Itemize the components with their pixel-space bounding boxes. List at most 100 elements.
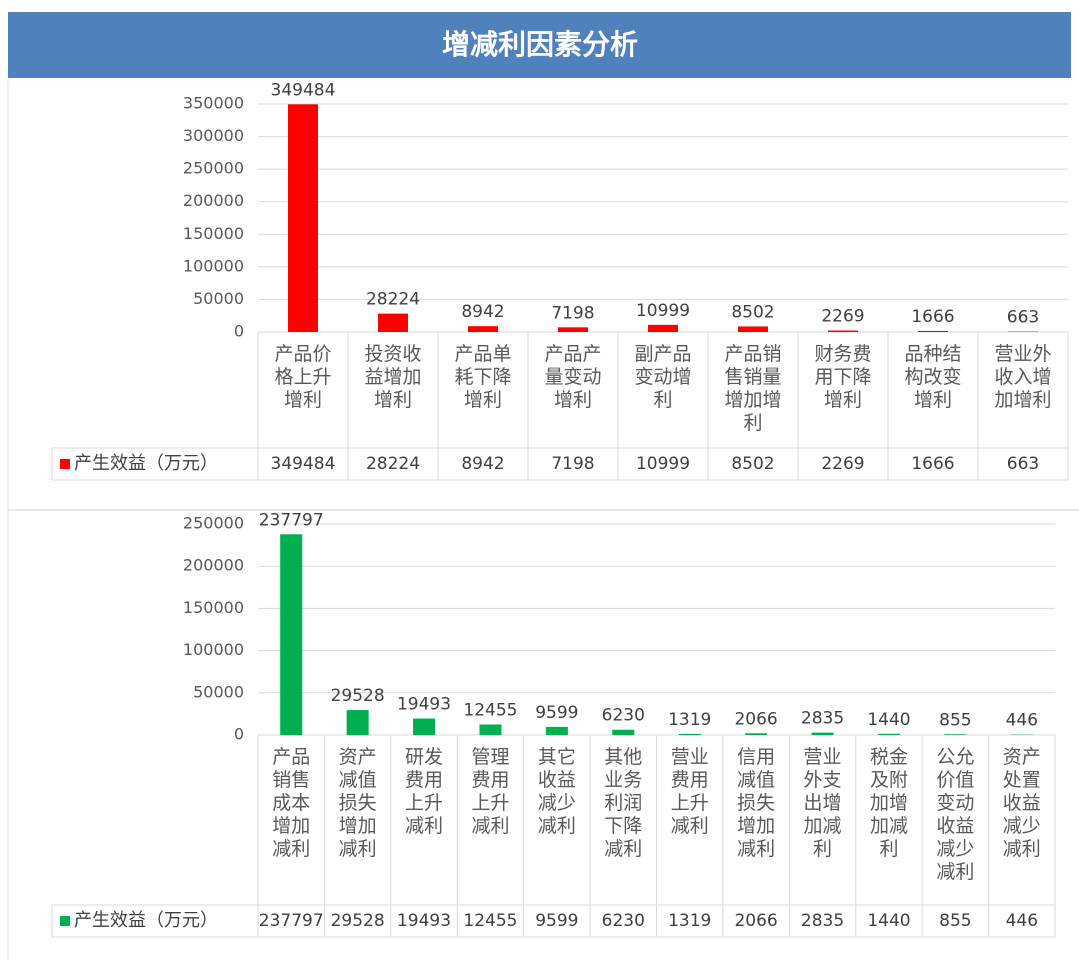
y-tick-label: 50000: [193, 289, 244, 308]
table-value: 2269: [821, 454, 864, 474]
data-label: 237797: [259, 510, 324, 530]
table-value: 2835: [801, 911, 844, 931]
data-label: 446: [1006, 711, 1038, 731]
bar: [944, 734, 967, 735]
y-tick-label: 250000: [183, 159, 244, 178]
table-value: 349484: [271, 454, 336, 474]
x-tick-label: 资产处置收益减少减利: [1003, 746, 1041, 860]
legend-swatch: [60, 459, 70, 469]
data-label: 2066: [734, 709, 777, 729]
x-tick-label: 税金及附加增加减利: [870, 746, 908, 860]
table-value: 12455: [463, 911, 517, 931]
x-tick-label: 产品销售销量增加增利: [724, 343, 781, 434]
x-tick-label: 财务费用下降增利: [814, 343, 871, 411]
data-label: 8942: [461, 302, 504, 322]
table-value: 1666: [911, 454, 954, 474]
bar: [738, 326, 768, 332]
page-title: 增减利因素分析: [442, 28, 638, 61]
y-tick-label: 50000: [193, 682, 244, 701]
y-tick-label: 150000: [183, 224, 244, 243]
x-tick-label: 营业外收入增加增利: [994, 343, 1051, 411]
bar: [918, 330, 948, 332]
data-label: 1319: [668, 710, 711, 730]
x-tick-label: 资产减值损失增加减利: [339, 746, 377, 860]
bar: [378, 313, 408, 332]
x-tick-label: 产品价格上升增利: [274, 343, 331, 411]
data-label: 2835: [801, 709, 844, 729]
table-value: 19493: [397, 911, 451, 931]
data-label: 29528: [331, 686, 385, 706]
y-tick-label: 150000: [183, 598, 244, 617]
bar: [811, 732, 834, 735]
y-tick-label: 250000: [183, 514, 244, 533]
data-label: 1666: [911, 307, 954, 327]
bar: [877, 733, 900, 735]
x-tick-label: 管理费用上升减利: [471, 746, 509, 837]
bar: [828, 330, 858, 332]
y-tick-label: 350000: [183, 94, 244, 113]
x-tick-label: 产品销售成本增加减利: [272, 746, 310, 860]
x-tick-label: 副产品变动增利: [634, 343, 691, 411]
legend-label: 产生效益（万元）: [74, 453, 218, 474]
data-label: 28224: [366, 290, 420, 310]
bar: [558, 327, 588, 332]
table-value: 663: [1007, 454, 1039, 474]
table-value: 29528: [331, 911, 385, 931]
bar: [678, 733, 701, 735]
x-tick-label: 产品单耗下降增利: [454, 343, 511, 411]
x-tick-label: 研发费用上升减利: [405, 746, 443, 837]
x-tick-label: 投资收益增加增利: [364, 343, 421, 411]
data-label: 10999: [636, 301, 690, 321]
data-label: 1440: [867, 710, 910, 730]
bar: [545, 726, 568, 735]
table-value: 1440: [867, 911, 910, 931]
data-label: 12455: [463, 700, 517, 720]
x-tick-label: 其他业务利润下降减利: [604, 746, 642, 860]
x-tick-label: 营业费用上升减利: [671, 746, 709, 837]
bar: [468, 326, 498, 332]
header-bar: [8, 12, 1071, 78]
data-label: 7198: [551, 303, 594, 323]
data-label: 663: [1007, 308, 1039, 328]
bar: [745, 733, 768, 735]
y-tick-label: 100000: [183, 256, 244, 275]
x-tick-label: 营业外支出增加减利: [804, 746, 842, 860]
data-label: 8502: [731, 302, 774, 322]
bar: [280, 534, 303, 735]
bar: [479, 724, 502, 735]
table-value: 1319: [668, 911, 711, 931]
x-tick-label: 公允价值变动收益减少减利: [936, 746, 974, 883]
y-tick-label: 200000: [183, 556, 244, 575]
legend-swatch: [60, 916, 70, 926]
table-value: 6230: [602, 911, 645, 931]
table-value: 8502: [731, 454, 774, 474]
table-value: 2066: [734, 911, 777, 931]
x-tick-label: 其它收益减少减利: [538, 746, 576, 837]
bar: [413, 718, 436, 735]
bar: [288, 104, 318, 332]
y-tick-label: 0: [234, 322, 244, 341]
data-label: 2269: [821, 307, 864, 327]
x-tick-label: 信用减值损失增加减利: [737, 746, 775, 860]
table-value: 446: [1006, 911, 1038, 931]
table-value: 8942: [461, 454, 504, 474]
legend-label: 产生效益（万元）: [74, 910, 218, 931]
y-tick-label: 200000: [183, 191, 244, 210]
data-label: 6230: [602, 706, 645, 726]
x-tick-label: 品种结构改变增利: [904, 343, 961, 411]
table-value: 855: [939, 911, 971, 931]
data-label: 19493: [397, 695, 451, 715]
table-value: 237797: [259, 911, 324, 931]
data-label: 9599: [535, 703, 578, 723]
y-tick-label: 0: [234, 725, 244, 744]
table-value: 28224: [366, 454, 420, 474]
bar: [648, 324, 678, 332]
bar: [612, 729, 635, 735]
x-tick-label: 产品产量变动增利: [544, 343, 601, 411]
table-value: 7198: [551, 454, 594, 474]
bar: [346, 710, 369, 735]
y-tick-label: 100000: [183, 640, 244, 659]
table-value: 10999: [636, 454, 690, 474]
table-value: 9599: [535, 911, 578, 931]
